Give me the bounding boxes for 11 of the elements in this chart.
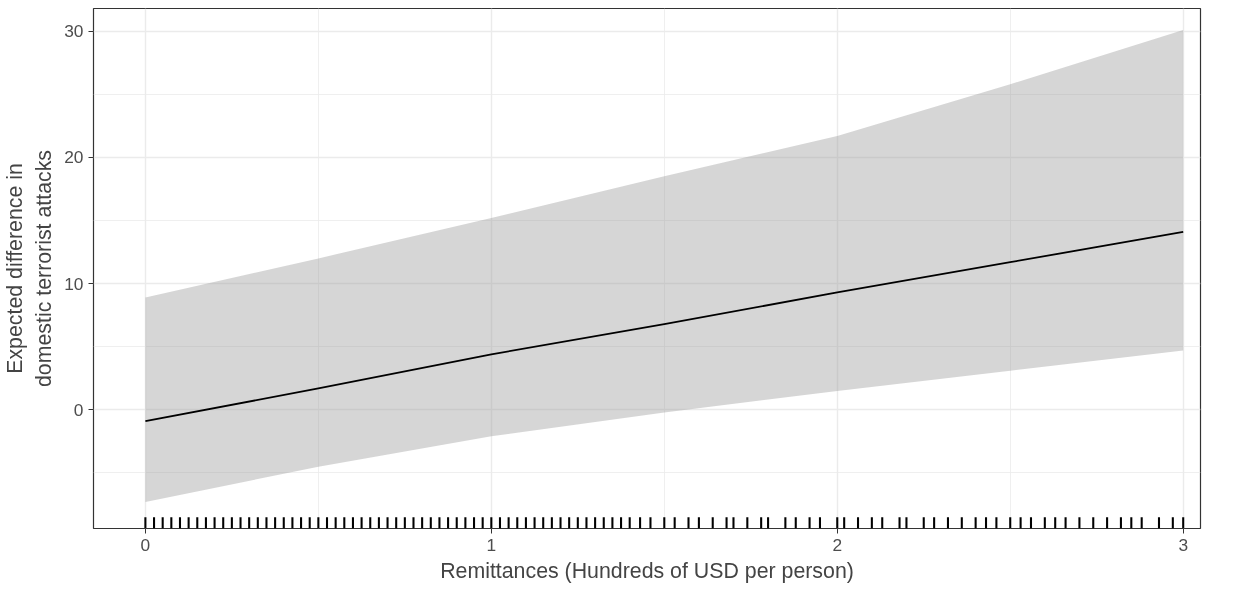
y-axis-title: Expected difference in domestic terrorist attacks bbox=[3, 149, 57, 388]
y-tick-label: 10 bbox=[64, 273, 84, 294]
y-tick-label: 30 bbox=[64, 21, 84, 42]
line-series bbox=[144, 231, 1185, 423]
x-axis-title: Remittances (Hundreds of USD per person) bbox=[440, 558, 854, 583]
x-tick-label: 1 bbox=[486, 534, 497, 555]
y-tick-label: 0 bbox=[73, 399, 84, 420]
x-tick-label: 0 bbox=[140, 534, 151, 555]
y-tick-label: 20 bbox=[64, 147, 84, 168]
x-tick-label: 3 bbox=[1178, 534, 1189, 555]
x-tick-label: 2 bbox=[832, 534, 843, 555]
